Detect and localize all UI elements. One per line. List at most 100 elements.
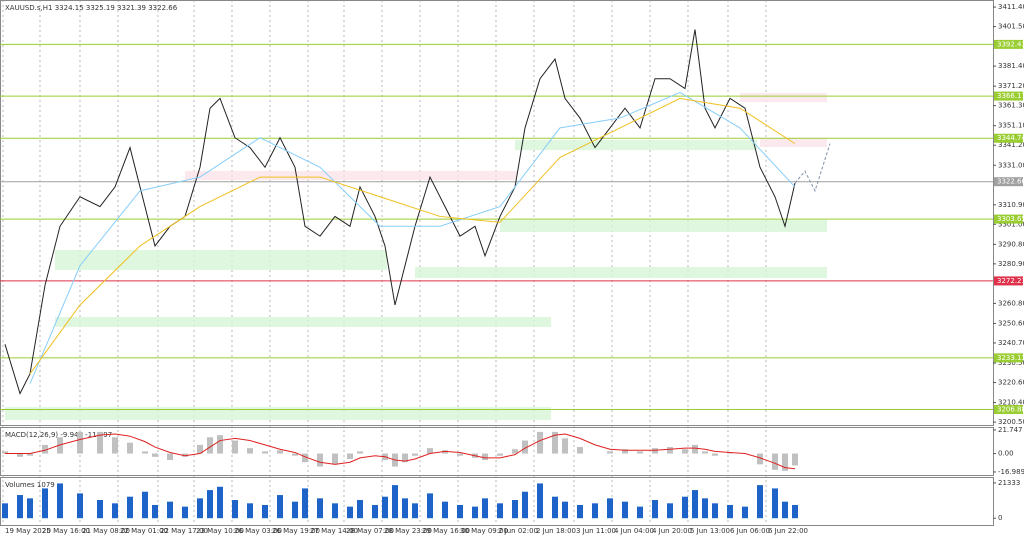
- level-label-bg: [994, 353, 1023, 363]
- bar: [402, 453, 408, 463]
- bar: [277, 450, 283, 454]
- bar: [317, 453, 323, 467]
- bar: [2, 451, 8, 454]
- bar: [607, 498, 613, 519]
- y-tick-label: 3210.40: [998, 399, 1024, 407]
- bar: [42, 444, 48, 454]
- bar: [622, 449, 628, 454]
- bar: [652, 500, 658, 519]
- x-tick-label: 2 Jun 18:00: [536, 527, 576, 535]
- bar: [247, 448, 253, 454]
- bar: [562, 501, 568, 519]
- bar: [17, 453, 23, 457]
- x-tick-label: 28 May 07:00: [346, 527, 394, 535]
- bar: [27, 453, 33, 456]
- x-tick-label: 19 May 2025: [5, 527, 51, 535]
- x-tick-label: 26 May 03:00: [234, 527, 282, 535]
- bar: [152, 453, 158, 457]
- x-tick-label: 6 Jun 06:00: [730, 527, 770, 535]
- bar: [372, 504, 378, 519]
- y-tick-label: 3230.50: [998, 359, 1024, 367]
- x-tick-label: 27 May 14:00: [310, 527, 358, 535]
- y-tick-label: 3341.20: [998, 141, 1024, 149]
- y-tick-label: 3301.00: [998, 220, 1024, 228]
- bar: [792, 453, 798, 466]
- price-line: [5, 433, 796, 470]
- bar: [77, 493, 83, 519]
- x-tick-label: 21 May 08:00: [82, 527, 130, 535]
- bar: [742, 506, 748, 519]
- y-tick-label: 3381.40: [998, 62, 1024, 70]
- level-label: 3272.23: [997, 277, 1024, 285]
- bar: [27, 498, 33, 519]
- bar: [42, 488, 48, 519]
- volume-pane: [0, 477, 994, 526]
- bar: [262, 451, 268, 454]
- y-tick-label: -16.989: [998, 468, 1024, 476]
- bar: [562, 438, 568, 454]
- price-line: [4, 29, 796, 395]
- x-tick-label: 2 Jun 02:00: [498, 527, 538, 535]
- bar: [622, 501, 628, 519]
- bar: [277, 495, 283, 519]
- bar: [2, 503, 8, 519]
- level-label: 3206.88: [997, 405, 1024, 413]
- bar: [552, 496, 558, 519]
- bar: [112, 503, 118, 519]
- x-tick-label: 3 Jun 11:00: [576, 527, 616, 535]
- price-line: [794, 143, 831, 193]
- bar: [552, 431, 558, 454]
- y-tick-label: 3371.20: [998, 82, 1024, 90]
- bar: [167, 453, 173, 461]
- bar: [637, 506, 643, 519]
- level-label: 3392.43: [997, 40, 1024, 48]
- bar: [522, 440, 528, 454]
- macd-pane: [0, 427, 994, 476]
- bar: [127, 496, 133, 519]
- y-tick-label: 3280.90: [998, 260, 1024, 268]
- y-tick-label: 21.747: [998, 426, 1023, 434]
- bar: [772, 488, 778, 519]
- level-label-bg: [994, 39, 1023, 49]
- x-tick-label: 6 Jun 22:00: [768, 527, 808, 535]
- bar: [427, 493, 433, 519]
- bar: [262, 504, 268, 519]
- price-line: [29, 97, 796, 375]
- bar: [292, 453, 298, 456]
- bar: [382, 496, 388, 519]
- bar: [512, 449, 518, 454]
- bar: [442, 450, 448, 454]
- bar: [302, 453, 308, 463]
- x-tick-label: 22 May 01:00: [120, 527, 168, 535]
- bar: [727, 452, 733, 454]
- bar: [607, 451, 613, 454]
- bar: [692, 490, 698, 519]
- pane-title: Volumes 1079: [5, 481, 55, 489]
- y-tick-label: 3351.10: [998, 122, 1024, 130]
- bar: [712, 453, 718, 456]
- y-tick-label: 3260.80: [998, 299, 1024, 307]
- bar: [592, 503, 598, 519]
- x-tick-label: 23 May 10:00: [196, 527, 244, 535]
- bar: [152, 504, 158, 519]
- x-tick-label: 26 May 19:00: [272, 527, 320, 535]
- zone: [55, 250, 387, 270]
- bar: [142, 451, 148, 454]
- bar: [702, 451, 708, 454]
- bar: [332, 503, 338, 519]
- bar: [97, 431, 103, 454]
- bar: [182, 453, 188, 457]
- bar: [357, 451, 363, 454]
- bar: [457, 453, 463, 456]
- y-tick-label: 3361.30: [998, 102, 1024, 110]
- bar: [482, 498, 488, 519]
- zone: [500, 219, 827, 232]
- bar: [472, 506, 478, 519]
- level-label-bg: [994, 276, 1023, 286]
- bar: [182, 506, 188, 519]
- bar: [702, 498, 708, 519]
- bar: [497, 503, 503, 519]
- zone: [5, 407, 551, 421]
- bar: [392, 485, 398, 519]
- level-label-bg: [994, 91, 1023, 101]
